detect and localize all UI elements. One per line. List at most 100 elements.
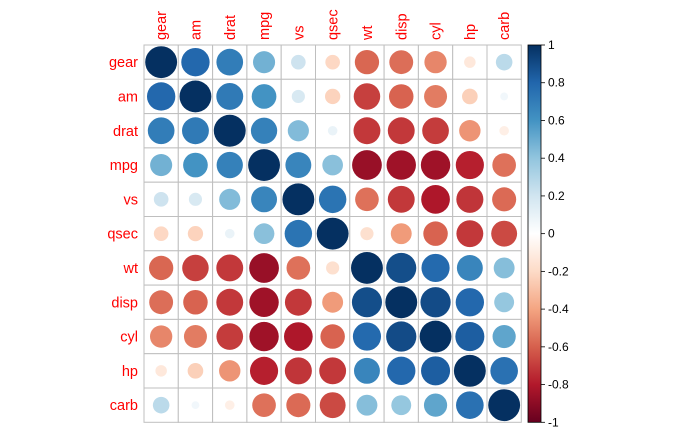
col-label-wt: wt — [360, 26, 376, 42]
corr-circle-drat-vs — [287, 120, 309, 142]
corr-circle-carb-carb — [488, 389, 521, 422]
corr-circle-vs-wt — [355, 187, 379, 212]
matrix-cells — [143, 44, 522, 423]
corr-circle-drat-drat — [213, 114, 246, 147]
row-label-wt: wt — [123, 261, 139, 277]
corr-circle-am-carb — [500, 92, 509, 101]
corr-circle-carb-disp — [391, 395, 412, 416]
col-label-qsec: qsec — [326, 9, 342, 40]
corr-circle-qsec-mpg — [253, 223, 275, 244]
corr-circle-vs-mpg — [251, 186, 278, 213]
corr-circle-cyl-cyl — [419, 320, 452, 353]
corr-circle-mpg-mpg — [248, 149, 280, 181]
corr-circle-vs-hp — [456, 185, 484, 213]
legend-tick-label: -0.6 — [548, 340, 569, 354]
corr-circle-gear-carb — [495, 53, 513, 71]
corr-circle-disp-drat — [216, 288, 244, 316]
corr-circle-mpg-wt — [352, 150, 382, 180]
col-label-cyl: cyl — [429, 22, 445, 40]
corr-circle-carb-gear — [152, 396, 170, 414]
corr-circle-drat-cyl — [422, 117, 449, 145]
row-label-disp: disp — [111, 295, 138, 311]
corr-circle-wt-wt — [351, 252, 383, 284]
row-label-vs: vs — [124, 192, 139, 208]
corr-circle-drat-wt — [353, 117, 381, 145]
corr-circle-drat-am — [182, 117, 209, 145]
corr-circle-vs-gear — [153, 192, 169, 207]
corr-circle-cyl-hp — [455, 322, 485, 352]
legend-tick-label: 0.6 — [548, 113, 565, 127]
corr-circle-gear-mpg — [252, 51, 276, 74]
corr-circle-vs-carb — [492, 187, 517, 212]
corr-circle-hp-hp — [453, 354, 486, 387]
corr-circle-disp-am — [183, 290, 208, 315]
corr-circle-wt-cyl — [421, 253, 450, 283]
corr-circle-wt-disp — [386, 252, 417, 283]
corr-circle-cyl-qsec — [320, 324, 345, 349]
row-label-mpg: mpg — [110, 158, 138, 174]
corr-circle-disp-carb — [494, 292, 515, 313]
corr-circle-disp-mpg — [249, 287, 279, 317]
corr-circle-wt-drat — [216, 254, 244, 282]
corr-circle-drat-qsec — [327, 125, 338, 136]
corr-circle-hp-qsec — [319, 357, 347, 385]
corr-circle-disp-qsec — [322, 291, 344, 313]
corr-circle-hp-cyl — [421, 356, 451, 386]
corr-circle-gear-drat — [216, 48, 244, 76]
row-label-hp: hp — [122, 364, 138, 380]
corr-circle-wt-vs — [286, 256, 311, 280]
corr-circle-wt-hp — [456, 254, 483, 281]
corr-circle-drat-hp — [459, 120, 481, 142]
corr-circle-cyl-carb — [492, 324, 516, 349]
corr-circle-qsec-vs — [284, 219, 313, 248]
color-legend: 1 0.8 0.6 0.4 0.2 0 -0.2 -0.4 -0.6 -0.8 -1 — [527, 38, 569, 429]
color-legend-ticks: 1 0.8 0.6 0.4 0.2 0 -0.2 -0.4 -0.6 -0.8 -1 — [541, 38, 569, 429]
corr-circle-qsec-disp — [390, 223, 412, 245]
col-label-vs: vs — [291, 26, 307, 41]
legend-tick-label: -0.2 — [548, 264, 569, 278]
corr-circle-gear-am — [181, 47, 210, 77]
corr-circle-drat-carb — [499, 125, 509, 136]
corr-circle-vs-drat — [219, 188, 241, 210]
corr-circle-carb-drat — [224, 400, 235, 410]
corr-circle-cyl-wt — [352, 322, 382, 351]
corr-circle-disp-vs — [284, 288, 312, 316]
corr-circle-hp-mpg — [249, 356, 279, 385]
corr-circle-qsec-carb — [491, 220, 518, 247]
corr-circle-hp-gear — [155, 365, 167, 377]
corr-circle-disp-disp — [385, 286, 418, 319]
corr-circle-mpg-carb — [492, 153, 516, 177]
corr-circle-carb-vs — [286, 393, 311, 418]
legend-tick-label: 0 — [548, 227, 555, 241]
corr-circle-wt-mpg — [249, 253, 279, 283]
corr-circle-am-disp — [389, 84, 414, 109]
row-label-am: am — [118, 89, 138, 105]
corr-circle-gear-qsec — [325, 54, 340, 70]
corr-circle-carb-wt — [356, 394, 378, 416]
corr-circle-gear-gear — [145, 46, 178, 79]
corr-circle-gear-vs — [291, 54, 306, 70]
row-label-carb: carb — [110, 398, 138, 414]
corr-circle-gear-wt — [354, 50, 380, 75]
corr-circle-drat-disp — [387, 117, 415, 145]
corr-circle-carb-mpg — [252, 393, 276, 417]
corr-circle-carb-am — [191, 401, 200, 410]
corr-circle-disp-hp — [455, 288, 485, 317]
corr-circle-gear-hp — [464, 56, 476, 68]
corr-circle-hp-am — [187, 363, 204, 379]
row-label-drat: drat — [113, 124, 138, 140]
corr-circle-mpg-hp — [455, 150, 484, 180]
corr-circle-gear-disp — [389, 50, 414, 75]
legend-tick-label: 0.2 — [548, 189, 565, 203]
corr-circle-disp-cyl — [420, 287, 451, 318]
legend-tick-label: -0.4 — [548, 302, 569, 316]
legend-tick-label: 0.4 — [548, 151, 565, 165]
corr-circle-mpg-gear — [150, 154, 173, 177]
cell-wt-carb — [486, 250, 522, 286]
corr-circle-carb-hp — [456, 391, 484, 419]
corr-circle-vs-am — [188, 192, 203, 206]
corr-circle-cyl-gear — [149, 325, 173, 348]
row-label-cyl: cyl — [120, 330, 138, 346]
corr-circle-qsec-wt — [360, 227, 374, 241]
corr-circle-disp-wt — [351, 287, 383, 318]
